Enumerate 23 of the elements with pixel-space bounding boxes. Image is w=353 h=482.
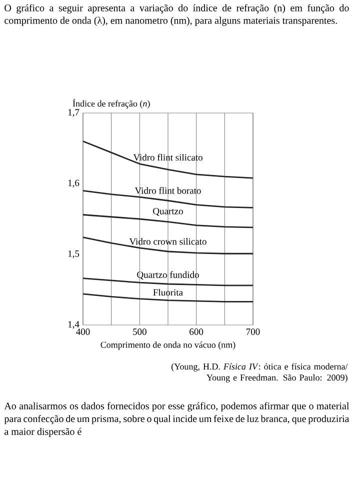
y-tick-label: 1,5 bbox=[68, 250, 80, 258]
text: (Young, H.D. Física IV: ótica e física moderna/ Young e Freedman. São Paulo: 2009) bbox=[172, 363, 348, 382]
series-label: Vidro flint silicato bbox=[133, 154, 202, 161]
text: Ao analisarmos os dados fornecidos por esse gráfico, podemos afirmar que o material para confecção de um prisma, sobre o qual incide um feixe de luz branca, que produziria a maior dispersão é bbox=[4, 402, 350, 437]
series-label: Quartzo fundido bbox=[137, 271, 199, 280]
x-tick-label: 600 bbox=[190, 328, 204, 335]
series-label: Vidro flint borato bbox=[134, 187, 201, 194]
y-tick-label: 1,6 bbox=[68, 180, 80, 188]
series-label: Vidro crown silicato bbox=[129, 238, 206, 245]
x-axis-title: Comprimento de onda no vácuo (nm) bbox=[100, 342, 236, 350]
series-label: Fluorita bbox=[153, 288, 183, 296]
x-tick-label: 700 bbox=[246, 328, 260, 335]
line-series bbox=[83, 214, 253, 228]
line-series bbox=[83, 236, 253, 254]
chart-title: O gráfico a seguir apresenta a variação do índice de refração (n) em função do comprimento de onda (λ), em nanometro (nm), para alguns materiais transparentes. bbox=[4, 4, 349, 26]
line-series bbox=[83, 278, 253, 286]
x-tick-label: 400 bbox=[76, 328, 90, 335]
x-tick-label: 500 bbox=[133, 328, 146, 335]
y-tick-label: 1,4 bbox=[68, 321, 80, 329]
y-axis-title: Índice de refração (n) bbox=[72, 98, 150, 108]
line-series bbox=[83, 140, 253, 179]
series-label: Quartzo bbox=[153, 208, 183, 216]
y-tick-label: 1,7 bbox=[68, 109, 80, 117]
